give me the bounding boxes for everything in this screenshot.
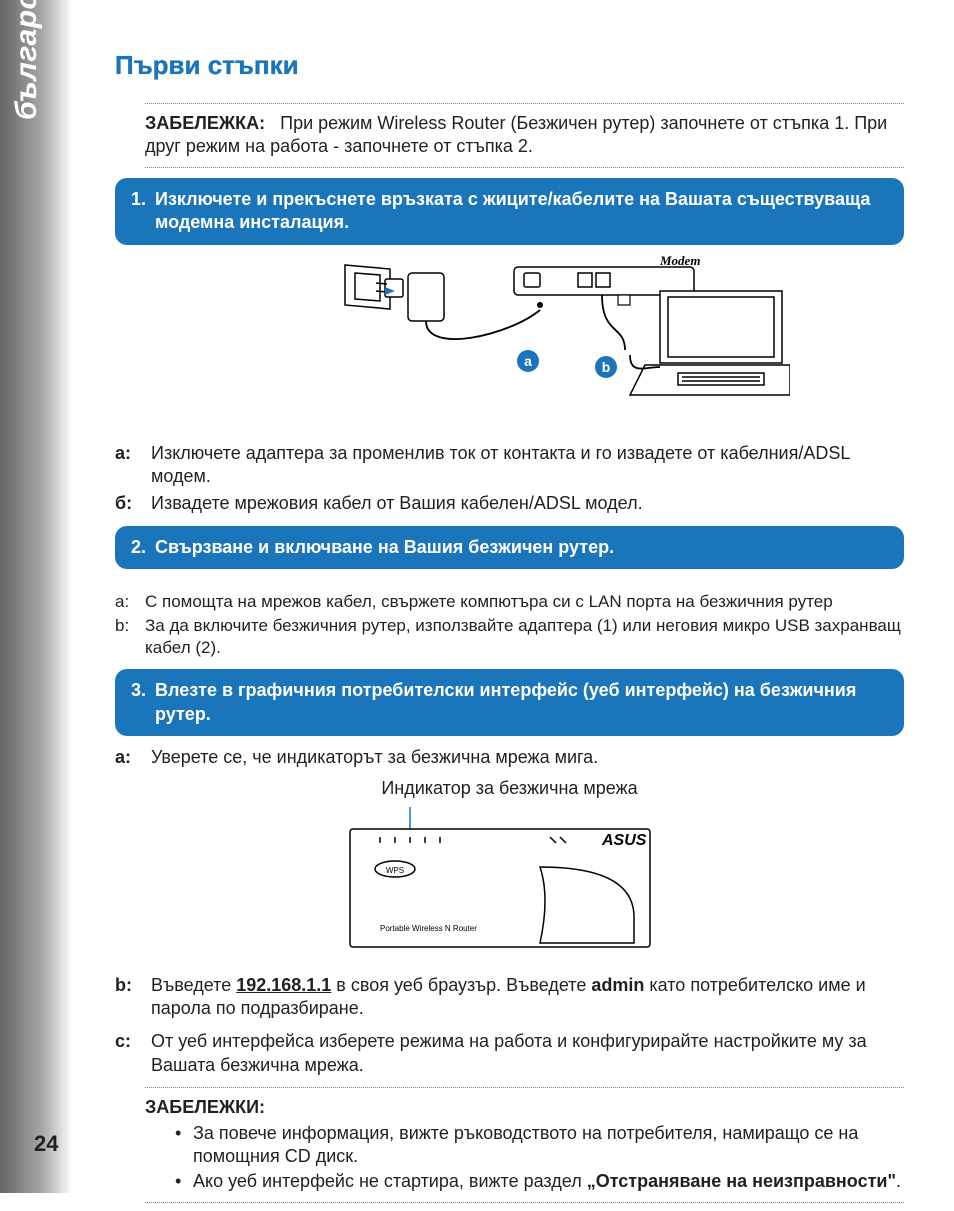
dotted-rule xyxy=(145,1087,904,1088)
step-number: 1. xyxy=(131,188,146,211)
router-figure: ASUS WPS Portable Wireless N Router xyxy=(115,807,904,962)
page-number: 24 xyxy=(34,1131,58,1157)
notes-label: ЗАБЕЛЕЖКИ: xyxy=(145,1097,265,1117)
desc-label: c: xyxy=(115,1030,151,1077)
svg-text:Portable Wireless N Router: Portable Wireless N Router xyxy=(380,924,477,933)
dotted-rule xyxy=(145,167,904,168)
desc-text: Въведете 192.168.1.1 в своя уеб браузър.… xyxy=(151,974,904,1021)
desc-label: a: xyxy=(115,746,151,769)
item-label: b: xyxy=(115,615,145,659)
admin-credential: admin xyxy=(591,975,644,995)
desc-text: Извадете мрежовия кабел от Вашия кабелен… xyxy=(151,492,904,515)
notes-block: ЗАБЕЛЕЖКИ: За повече информация, вижте р… xyxy=(145,1096,904,1194)
svg-text:a: a xyxy=(524,353,532,369)
item-text: За да включите безжичния рутер, използва… xyxy=(145,615,904,659)
step-number: 2. xyxy=(131,536,146,559)
svg-text:WPS: WPS xyxy=(385,866,403,875)
ensure-a: a: Уверете се, че индикаторът за безжичн… xyxy=(115,746,904,769)
config-c: c: От уеб интерфейса изберете режима на … xyxy=(115,1030,904,1077)
page-title: Първи стъпки xyxy=(115,50,904,81)
diagram-1: Modem a b xyxy=(115,255,904,430)
item-a: a: С помощта на мрежов кабел, свържете к… xyxy=(115,591,904,613)
desc-text: От уеб интерфейса изберете режима на раб… xyxy=(151,1030,904,1077)
bullet-item: Ако уеб интерфейс не стартира, вижте раз… xyxy=(175,1170,904,1193)
page-content: Първи стъпки ЗАБЕЛЕЖКА: При режим Wirele… xyxy=(115,50,904,1211)
step-text: Свързване и включване на Вашия безжичен … xyxy=(155,537,614,557)
left-gradient-strip xyxy=(0,0,72,1193)
item-label: a: xyxy=(115,591,145,613)
desc-label: б: xyxy=(115,492,151,515)
text-span: . xyxy=(896,1171,901,1191)
desc-text: Изключете адаптера за променлив ток от к… xyxy=(151,442,904,489)
login-b: b: Въведете 192.168.1.1 в своя уеб брауз… xyxy=(115,974,904,1021)
svg-text:Modem: Modem xyxy=(659,255,700,268)
desc-label: b: xyxy=(115,974,151,1021)
desc-label: a: xyxy=(115,442,151,489)
text-span: Въведете xyxy=(151,975,236,995)
item-text: С помощта на мрежов кабел, свържете комп… xyxy=(145,591,833,613)
step-2-box: 2. Свързване и включване на Вашия безжич… xyxy=(115,526,904,569)
step-text: Изключете и прекъснете връзката с жиците… xyxy=(155,189,870,232)
bullet-item: За повече информация, вижте ръководствот… xyxy=(175,1122,904,1169)
dotted-rule xyxy=(145,1202,904,1203)
step-3-box: 3. Влезте в графичния потребителски инте… xyxy=(115,669,904,736)
svg-text:ASUS: ASUS xyxy=(601,832,647,849)
language-label: български xyxy=(10,0,44,120)
step-1-box: 1. Изключете и прекъснете връзката с жиц… xyxy=(115,178,904,245)
text-span: в своя уеб браузър. Въведете xyxy=(331,975,591,995)
desc-b: б: Извадете мрежовия кабел от Вашия кабе… xyxy=(115,492,904,515)
desc-text: Уверете се, че индикаторът за безжична м… xyxy=(151,746,904,769)
item-b: b: За да включите безжичния рутер, изпол… xyxy=(115,615,904,659)
note-label: ЗАБЕЛЕЖКА: xyxy=(145,113,265,133)
note-block: ЗАБЕЛЕЖКА: При режим Wireless Router (Бе… xyxy=(145,112,904,159)
troubleshoot-ref: „Отстраняване на неизправности" xyxy=(587,1171,896,1191)
svg-text:b: b xyxy=(601,359,610,375)
text-span: Ако уеб интерфейс не стартира, вижте раз… xyxy=(193,1171,587,1191)
dotted-rule xyxy=(145,103,904,104)
indicator-label: Индикатор за безжична мрежа xyxy=(115,778,904,799)
ip-address: 192.168.1.1 xyxy=(236,975,331,995)
desc-a: a: Изключете адаптера за променлив ток о… xyxy=(115,442,904,489)
step-number: 3. xyxy=(131,679,146,702)
step-text: Влезте в графичния потребителски интерфе… xyxy=(155,680,856,723)
